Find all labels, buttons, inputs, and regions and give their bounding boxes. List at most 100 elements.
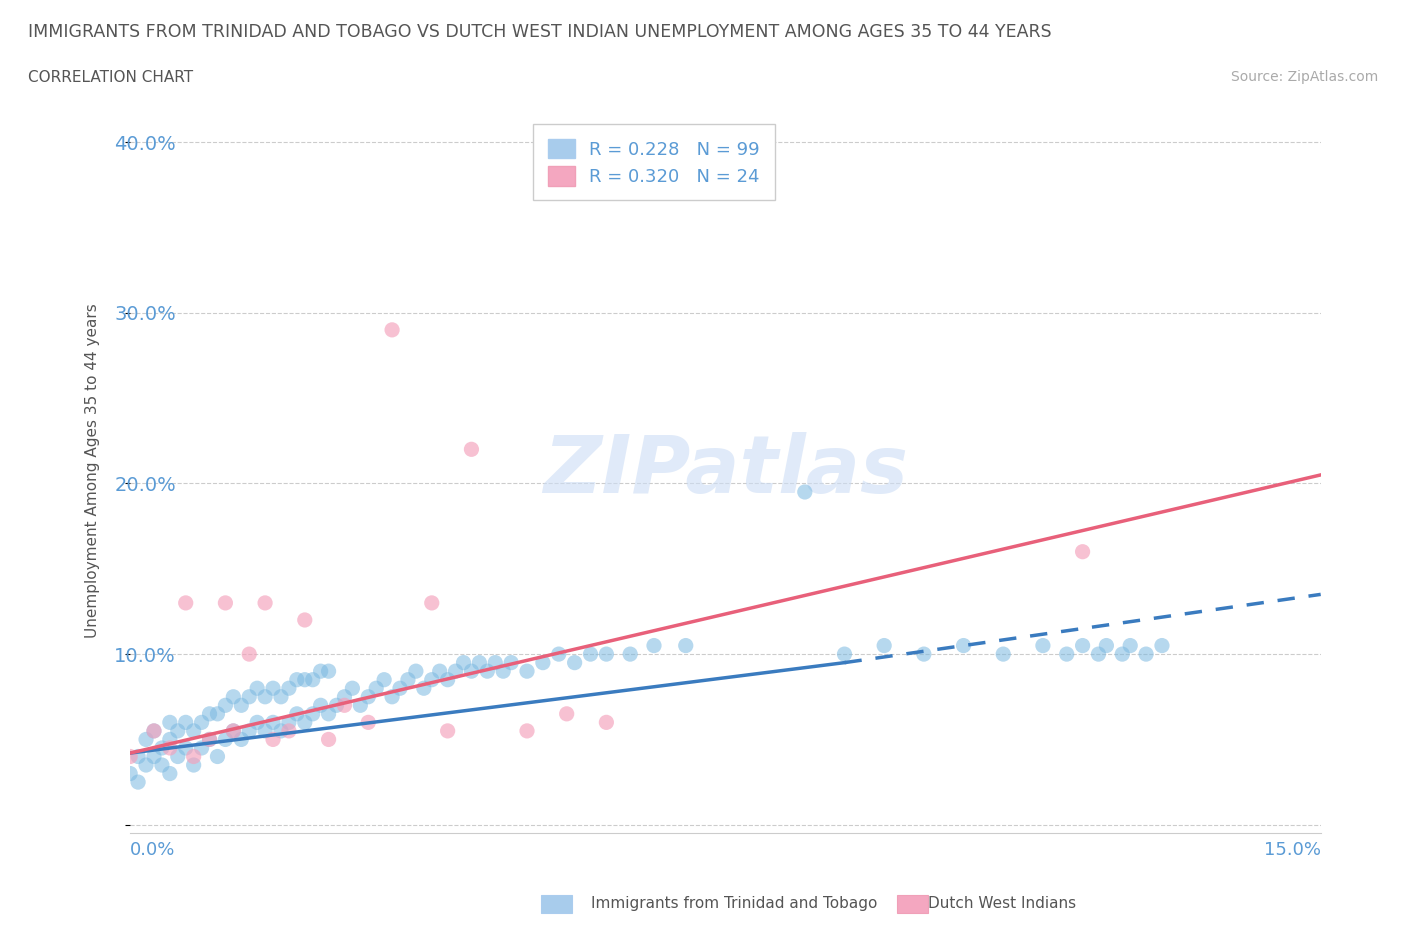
Point <box>231 698 253 712</box>
Point <box>143 724 166 738</box>
Point <box>357 689 380 704</box>
Point <box>952 638 974 653</box>
Point <box>516 724 538 738</box>
Point <box>342 681 364 696</box>
Point <box>412 681 434 696</box>
Y-axis label: Unemployment Among Ages 35 to 44 years: Unemployment Among Ages 35 to 44 years <box>86 303 100 638</box>
Point <box>294 613 316 628</box>
Point <box>834 646 856 661</box>
Point <box>159 715 181 730</box>
Point <box>238 689 260 704</box>
Point <box>174 595 197 610</box>
Point <box>277 681 299 696</box>
Point <box>207 707 229 722</box>
Point <box>127 775 149 790</box>
Point <box>159 740 181 755</box>
Point <box>531 656 554 671</box>
Point <box>246 715 269 730</box>
Point <box>127 749 149 764</box>
Point <box>183 758 205 773</box>
Point <box>912 646 935 661</box>
Point <box>381 323 404 338</box>
Point <box>143 749 166 764</box>
Point <box>301 707 323 722</box>
Text: IMMIGRANTS FROM TRINIDAD AND TOBAGO VS DUTCH WEST INDIAN UNEMPLOYMENT AMONG AGES: IMMIGRANTS FROM TRINIDAD AND TOBAGO VS D… <box>28 23 1052 41</box>
Point <box>174 715 197 730</box>
Point <box>190 715 212 730</box>
Point <box>389 681 412 696</box>
Point <box>222 724 245 738</box>
Point <box>477 664 499 679</box>
Point <box>1135 646 1157 661</box>
Point <box>198 707 221 722</box>
Point <box>873 638 896 653</box>
Point <box>564 656 586 671</box>
Point <box>285 707 308 722</box>
Point <box>429 664 451 679</box>
Text: Source: ZipAtlas.com: Source: ZipAtlas.com <box>1230 70 1378 84</box>
Legend: R = 0.228   N = 99, R = 0.320   N = 24: R = 0.228 N = 99, R = 0.320 N = 24 <box>533 125 775 200</box>
Point <box>1056 646 1078 661</box>
Point <box>555 707 578 722</box>
Point <box>595 715 617 730</box>
Point <box>277 724 299 738</box>
Point <box>214 698 236 712</box>
Point <box>444 664 467 679</box>
Point <box>166 749 188 764</box>
Point <box>254 595 277 610</box>
Text: Dutch West Indians: Dutch West Indians <box>928 897 1076 911</box>
Point <box>262 732 284 747</box>
Point <box>420 595 443 610</box>
Point <box>579 646 602 661</box>
Point <box>190 740 212 755</box>
Point <box>460 442 482 457</box>
Point <box>595 646 617 661</box>
Point <box>492 664 515 679</box>
Point <box>231 732 253 747</box>
Point <box>349 698 371 712</box>
Point <box>214 732 236 747</box>
Point <box>405 664 427 679</box>
Point <box>238 724 260 738</box>
Point <box>1071 544 1094 559</box>
Point <box>294 672 316 687</box>
Point <box>460 664 482 679</box>
Point <box>436 724 458 738</box>
Point <box>318 707 340 722</box>
Point <box>1071 638 1094 653</box>
Point <box>150 758 173 773</box>
Point <box>120 749 142 764</box>
Point <box>619 646 641 661</box>
Point <box>262 715 284 730</box>
Point <box>396 672 419 687</box>
Text: 0.0%: 0.0% <box>131 842 176 859</box>
Point <box>207 749 229 764</box>
Point <box>381 689 404 704</box>
Point <box>325 698 347 712</box>
Point <box>309 698 332 712</box>
Point <box>484 656 506 671</box>
Point <box>135 758 157 773</box>
Point <box>453 656 475 671</box>
Point <box>318 732 340 747</box>
Point <box>222 689 245 704</box>
Point <box>174 740 197 755</box>
Point <box>159 732 181 747</box>
Point <box>318 664 340 679</box>
Point <box>294 715 316 730</box>
Point <box>183 724 205 738</box>
Point <box>333 698 356 712</box>
Point <box>214 595 236 610</box>
Point <box>1111 646 1133 661</box>
Point <box>643 638 665 653</box>
Text: CORRELATION CHART: CORRELATION CHART <box>28 70 193 85</box>
Text: ZIPatlas: ZIPatlas <box>543 432 908 510</box>
Point <box>516 664 538 679</box>
Point <box>198 732 221 747</box>
Point <box>183 749 205 764</box>
Point <box>1032 638 1054 653</box>
Point <box>254 724 277 738</box>
Point <box>166 724 188 738</box>
Point <box>301 672 323 687</box>
Point <box>1095 638 1118 653</box>
